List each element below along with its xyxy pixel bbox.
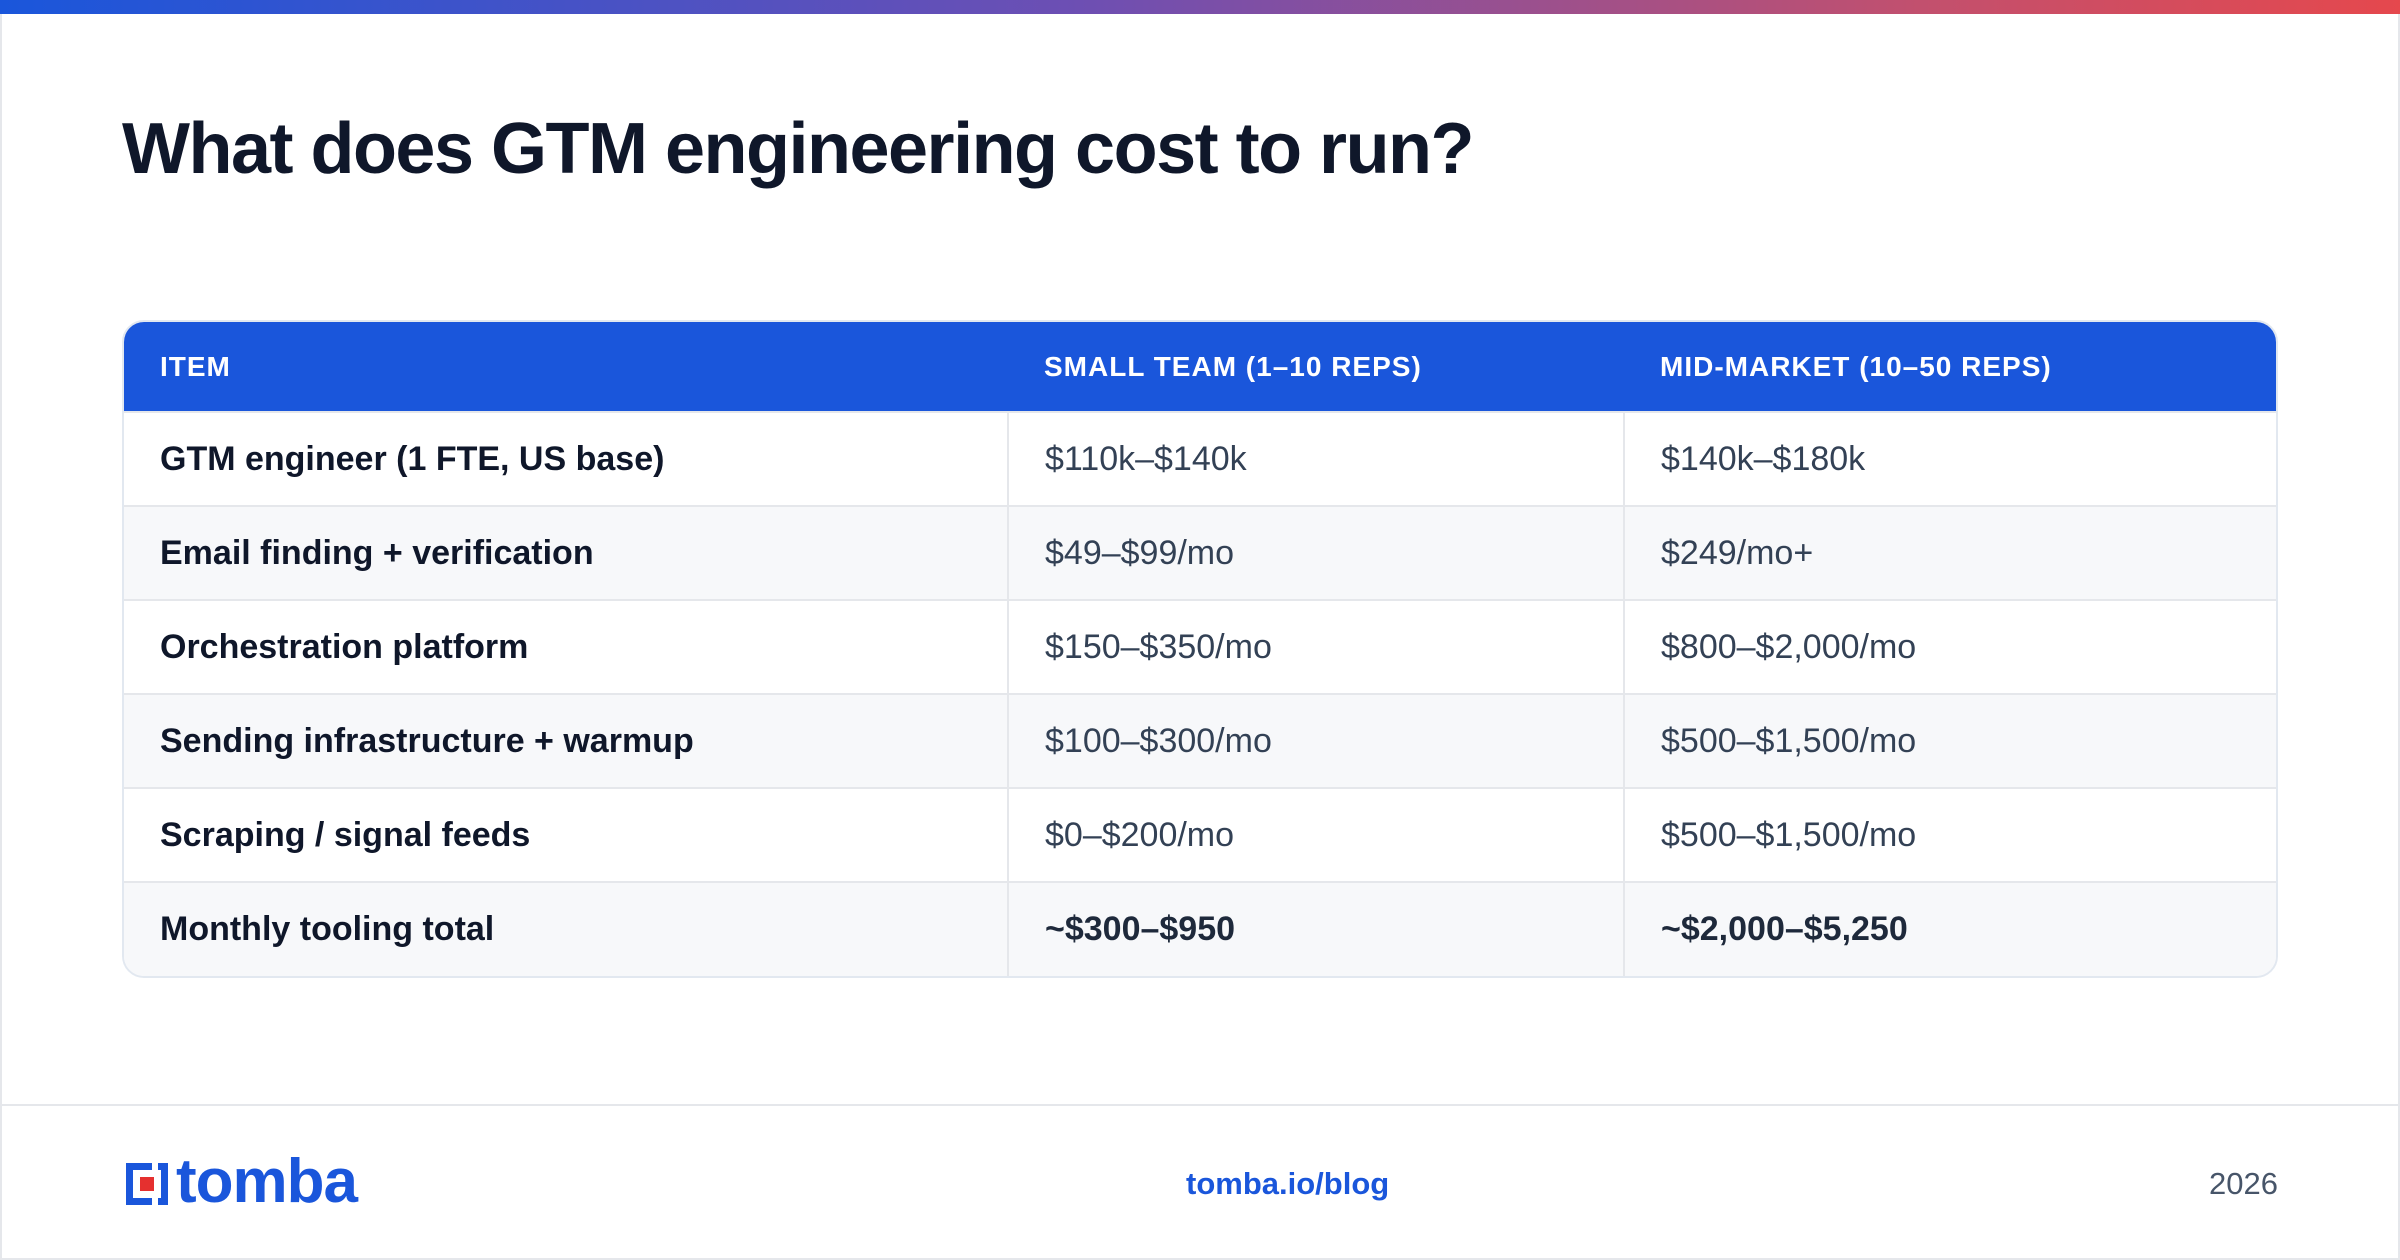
row-mid-market-value: $500–$1,500/mo xyxy=(1623,787,2276,882)
column-header-item: ITEM xyxy=(160,350,231,382)
column-header-small-team: SMALL TEAM (1–10 REPS) xyxy=(1044,350,1422,382)
table-row: Sending infrastructure + warmup $100–$30… xyxy=(124,693,2276,788)
total-mid-market-value: ~$2,000–$5,250 xyxy=(1623,881,2276,976)
row-item-label: GTM engineer (1 FTE, US base) xyxy=(124,411,1008,506)
page-title: What does GTM engineering cost to run? xyxy=(122,109,1475,189)
row-small-team-value: $49–$99/mo xyxy=(1007,505,1624,600)
row-mid-market-value: $249/mo+ xyxy=(1623,505,2276,600)
row-small-team-value: $150–$350/mo xyxy=(1007,599,1624,694)
table-row: Orchestration platform $150–$350/mo $800… xyxy=(124,599,2276,694)
row-item-label: Scraping / signal feeds xyxy=(124,787,1008,882)
top-gradient-bar xyxy=(0,0,2400,14)
table-row: Email finding + verification $49–$99/mo … xyxy=(124,505,2276,600)
table-row: GTM engineer (1 FTE, US base) $110k–$140… xyxy=(124,411,2276,506)
blog-link[interactable]: tomba.io/blog xyxy=(1186,1166,1390,1201)
cost-table: ITEM SMALL TEAM (1–10 REPS) MID-MARKET (… xyxy=(122,320,2278,978)
row-mid-market-value: $800–$2,000/mo xyxy=(1623,599,2276,694)
row-mid-market-value: $500–$1,500/mo xyxy=(1623,693,2276,788)
logo-wordmark: tomba xyxy=(176,1147,358,1216)
tomba-bracket-logo-icon xyxy=(126,1163,168,1205)
row-small-team-value: $100–$300/mo xyxy=(1007,693,1624,788)
slide-frame xyxy=(0,14,2400,1260)
table-header-row: ITEM SMALL TEAM (1–10 REPS) MID-MARKET (… xyxy=(124,322,2276,412)
row-item-label: Orchestration platform xyxy=(124,599,1008,694)
table-total-row: Monthly tooling total ~$300–$950 ~$2,000… xyxy=(124,881,2276,976)
row-small-team-value: $0–$200/mo xyxy=(1007,787,1624,882)
footer-year: 2026 xyxy=(2209,1166,2278,1201)
column-header-mid-market: MID-MARKET (10–50 REPS) xyxy=(1660,350,2052,382)
total-small-team-value: ~$300–$950 xyxy=(1007,881,1624,976)
row-item-label: Sending infrastructure + warmup xyxy=(124,693,1008,788)
row-small-team-value: $110k–$140k xyxy=(1007,411,1624,506)
row-mid-market-value: $140k–$180k xyxy=(1623,411,2276,506)
total-label: Monthly tooling total xyxy=(124,881,1008,976)
tomba-logo[interactable]: tomba xyxy=(122,1151,358,1213)
row-item-label: Email finding + verification xyxy=(124,505,1008,600)
table-row: Scraping / signal feeds $0–$200/mo $500–… xyxy=(124,787,2276,882)
footer-divider xyxy=(2,1104,2398,1106)
